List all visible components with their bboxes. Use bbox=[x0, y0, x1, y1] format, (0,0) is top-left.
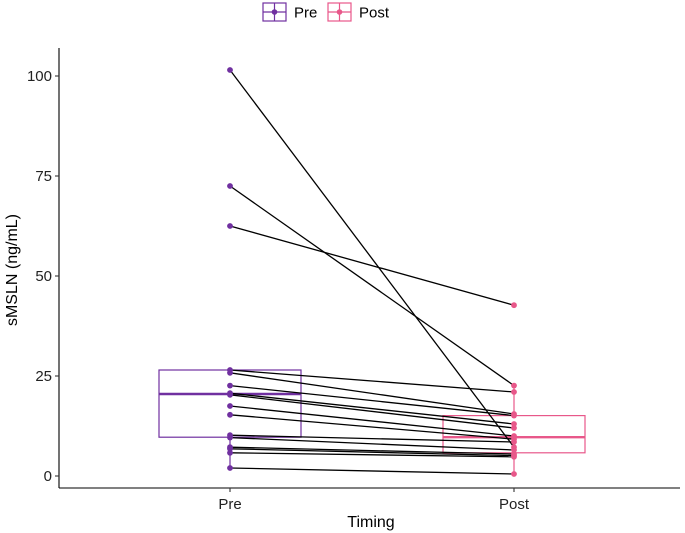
x-tick-label: Post bbox=[499, 496, 530, 513]
y-axis-ticks: 0 25 50 75 100 bbox=[27, 68, 59, 485]
point-post bbox=[511, 302, 517, 309]
y-tick-label: 50 bbox=[35, 268, 52, 285]
y-tick-label: 100 bbox=[27, 68, 52, 85]
pair-line bbox=[229, 394, 515, 429]
pair-line bbox=[229, 185, 515, 387]
point-post bbox=[511, 471, 517, 477]
pair-line bbox=[229, 69, 515, 448]
legend-label-post: Post bbox=[359, 5, 390, 22]
point-pre bbox=[227, 449, 233, 456]
point-pre bbox=[227, 223, 233, 229]
point-post bbox=[511, 412, 517, 419]
point-pre bbox=[227, 183, 233, 189]
x-axis-title: Timing bbox=[347, 514, 394, 531]
boxes bbox=[158, 369, 586, 474]
legend-key-pre-point bbox=[271, 9, 278, 15]
legend-key-post-point bbox=[336, 9, 343, 15]
point-pre bbox=[227, 369, 233, 376]
point-pre bbox=[227, 411, 233, 418]
data-points bbox=[227, 67, 517, 477]
pair-line bbox=[229, 414, 515, 440]
pair-line bbox=[229, 467, 515, 475]
pair-line bbox=[229, 384, 515, 417]
point-pre bbox=[227, 403, 233, 409]
x-axis-ticks: Pre Post bbox=[218, 488, 530, 513]
point-post bbox=[511, 439, 517, 445]
point-post bbox=[511, 421, 517, 427]
point-post bbox=[511, 382, 517, 389]
x-tick-label: Pre bbox=[218, 496, 241, 513]
point-pre bbox=[227, 391, 233, 398]
point-post bbox=[511, 389, 517, 395]
point-post bbox=[511, 453, 517, 460]
point-pre bbox=[227, 445, 233, 452]
point-pre bbox=[227, 67, 233, 73]
pair-line bbox=[229, 436, 515, 451]
pair-line bbox=[229, 448, 515, 457]
y-tick-label: 75 bbox=[35, 168, 52, 185]
point-pre bbox=[227, 465, 233, 471]
pair-line bbox=[229, 434, 515, 443]
point-post bbox=[511, 447, 517, 453]
pair-line bbox=[229, 225, 515, 306]
paired-lines bbox=[229, 69, 515, 475]
pair-line bbox=[229, 392, 515, 425]
pair-line bbox=[229, 372, 515, 415]
pair-line bbox=[229, 452, 515, 458]
y-tick-label: 0 bbox=[44, 468, 52, 485]
legend-entry-pre[interactable]: Pre bbox=[262, 2, 317, 22]
pair-line bbox=[229, 405, 515, 437]
point-pre bbox=[227, 434, 233, 441]
point-post bbox=[511, 425, 517, 431]
legend-label-pre: Pre bbox=[294, 5, 317, 22]
legend-entry-post[interactable]: Post bbox=[327, 2, 390, 22]
pair-line bbox=[229, 369, 515, 393]
pair-line bbox=[229, 446, 515, 455]
y-tick-label: 25 bbox=[35, 368, 52, 385]
legend: Pre Post bbox=[262, 2, 390, 22]
point-pre bbox=[227, 382, 233, 389]
y-axis-title: sMSLN (ng/mL) bbox=[4, 214, 21, 326]
